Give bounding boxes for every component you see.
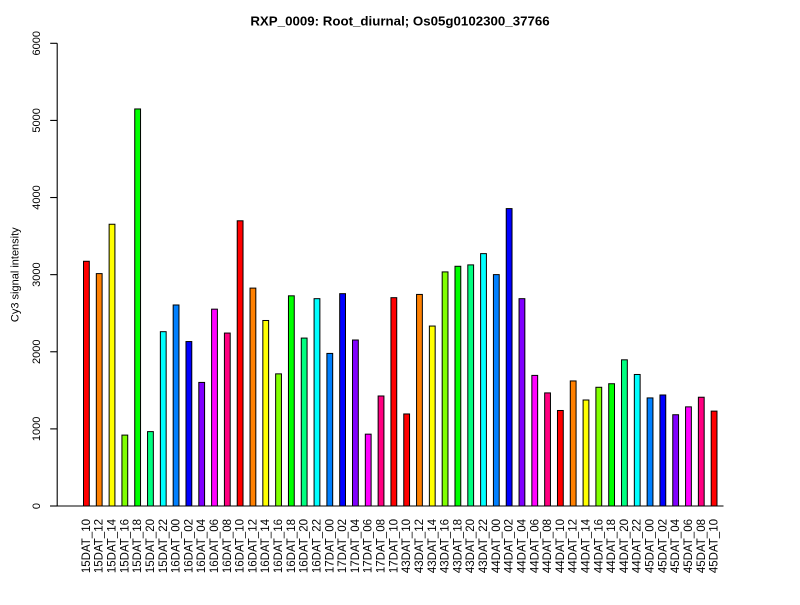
svg-text:17DAT_04: 17DAT_04 xyxy=(350,518,362,573)
svg-text:44DAT_14: 44DAT_14 xyxy=(580,518,592,573)
svg-text:45DAT_04: 45DAT_04 xyxy=(670,518,682,573)
svg-text:16DAT_14: 16DAT_14 xyxy=(260,518,272,573)
svg-text:43DAT_14: 43DAT_14 xyxy=(427,518,439,573)
svg-text:44DAT_16: 44DAT_16 xyxy=(593,519,605,573)
svg-text:17DAT_08: 17DAT_08 xyxy=(376,519,388,573)
svg-text:0: 0 xyxy=(31,503,43,509)
svg-text:45DAT_00: 45DAT_00 xyxy=(645,519,657,573)
svg-text:17DAT_02: 17DAT_02 xyxy=(337,519,349,573)
svg-text:44DAT_22: 44DAT_22 xyxy=(632,519,644,573)
svg-text:2000: 2000 xyxy=(31,340,43,364)
svg-text:44DAT_20: 44DAT_20 xyxy=(619,519,631,573)
svg-text:43DAT_12: 43DAT_12 xyxy=(414,519,426,573)
svg-text:15DAT_10: 15DAT_10 xyxy=(81,519,93,573)
svg-text:5000: 5000 xyxy=(31,108,43,132)
svg-text:16DAT_04: 16DAT_04 xyxy=(196,518,208,573)
svg-text:44DAT_08: 44DAT_08 xyxy=(542,519,554,573)
svg-text:44DAT_10: 44DAT_10 xyxy=(555,519,567,573)
svg-text:45DAT_08: 45DAT_08 xyxy=(696,519,708,573)
svg-text:16DAT_20: 16DAT_20 xyxy=(299,519,311,573)
svg-text:45DAT_06: 45DAT_06 xyxy=(683,519,695,573)
svg-text:45DAT_02: 45DAT_02 xyxy=(657,519,669,573)
svg-text:16DAT_00: 16DAT_00 xyxy=(171,519,183,573)
svg-text:43DAT_20: 43DAT_20 xyxy=(465,519,477,573)
svg-text:16DAT_08: 16DAT_08 xyxy=(222,519,234,573)
svg-text:17DAT_00: 17DAT_00 xyxy=(324,519,336,573)
svg-text:43DAT_10: 43DAT_10 xyxy=(401,519,413,573)
svg-text:17DAT_10: 17DAT_10 xyxy=(388,519,400,573)
svg-text:44DAT_04: 44DAT_04 xyxy=(516,518,528,573)
svg-text:15DAT_14: 15DAT_14 xyxy=(107,518,119,573)
svg-text:45DAT_10: 45DAT_10 xyxy=(709,519,721,573)
svg-text:44DAT_00: 44DAT_00 xyxy=(491,519,503,573)
svg-text:16DAT_16: 16DAT_16 xyxy=(273,519,285,573)
svg-text:15DAT_22: 15DAT_22 xyxy=(158,519,170,573)
svg-text:44DAT_06: 44DAT_06 xyxy=(529,519,541,573)
svg-text:15DAT_20: 15DAT_20 xyxy=(145,519,157,573)
svg-text:1000: 1000 xyxy=(31,417,43,441)
svg-text:17DAT_06: 17DAT_06 xyxy=(363,519,375,573)
svg-text:44DAT_12: 44DAT_12 xyxy=(568,519,580,573)
svg-text:15DAT_16: 15DAT_16 xyxy=(119,519,131,573)
svg-text:RXP_0009: Root_diurnal; Os05g0: RXP_0009: Root_diurnal; Os05g0102300_377… xyxy=(250,13,549,28)
svg-text:15DAT_18: 15DAT_18 xyxy=(132,519,144,573)
svg-text:16DAT_02: 16DAT_02 xyxy=(183,519,195,573)
svg-text:44DAT_02: 44DAT_02 xyxy=(504,519,516,573)
svg-text:4000: 4000 xyxy=(31,185,43,209)
svg-text:43DAT_22: 43DAT_22 xyxy=(478,519,490,573)
svg-text:16DAT_18: 16DAT_18 xyxy=(286,519,298,573)
svg-text:44DAT_18: 44DAT_18 xyxy=(606,519,618,573)
svg-text:6000: 6000 xyxy=(31,31,43,55)
svg-text:15DAT_12: 15DAT_12 xyxy=(94,519,106,573)
svg-text:3000: 3000 xyxy=(31,262,43,286)
svg-text:16DAT_10: 16DAT_10 xyxy=(235,519,247,573)
svg-text:Cy3 signal intensity: Cy3 signal intensity xyxy=(10,227,22,322)
svg-text:43DAT_18: 43DAT_18 xyxy=(452,519,464,573)
svg-text:16DAT_06: 16DAT_06 xyxy=(209,519,221,573)
svg-text:16DAT_12: 16DAT_12 xyxy=(247,519,259,573)
svg-text:16DAT_22: 16DAT_22 xyxy=(311,519,323,573)
svg-text:43DAT_16: 43DAT_16 xyxy=(440,519,452,573)
